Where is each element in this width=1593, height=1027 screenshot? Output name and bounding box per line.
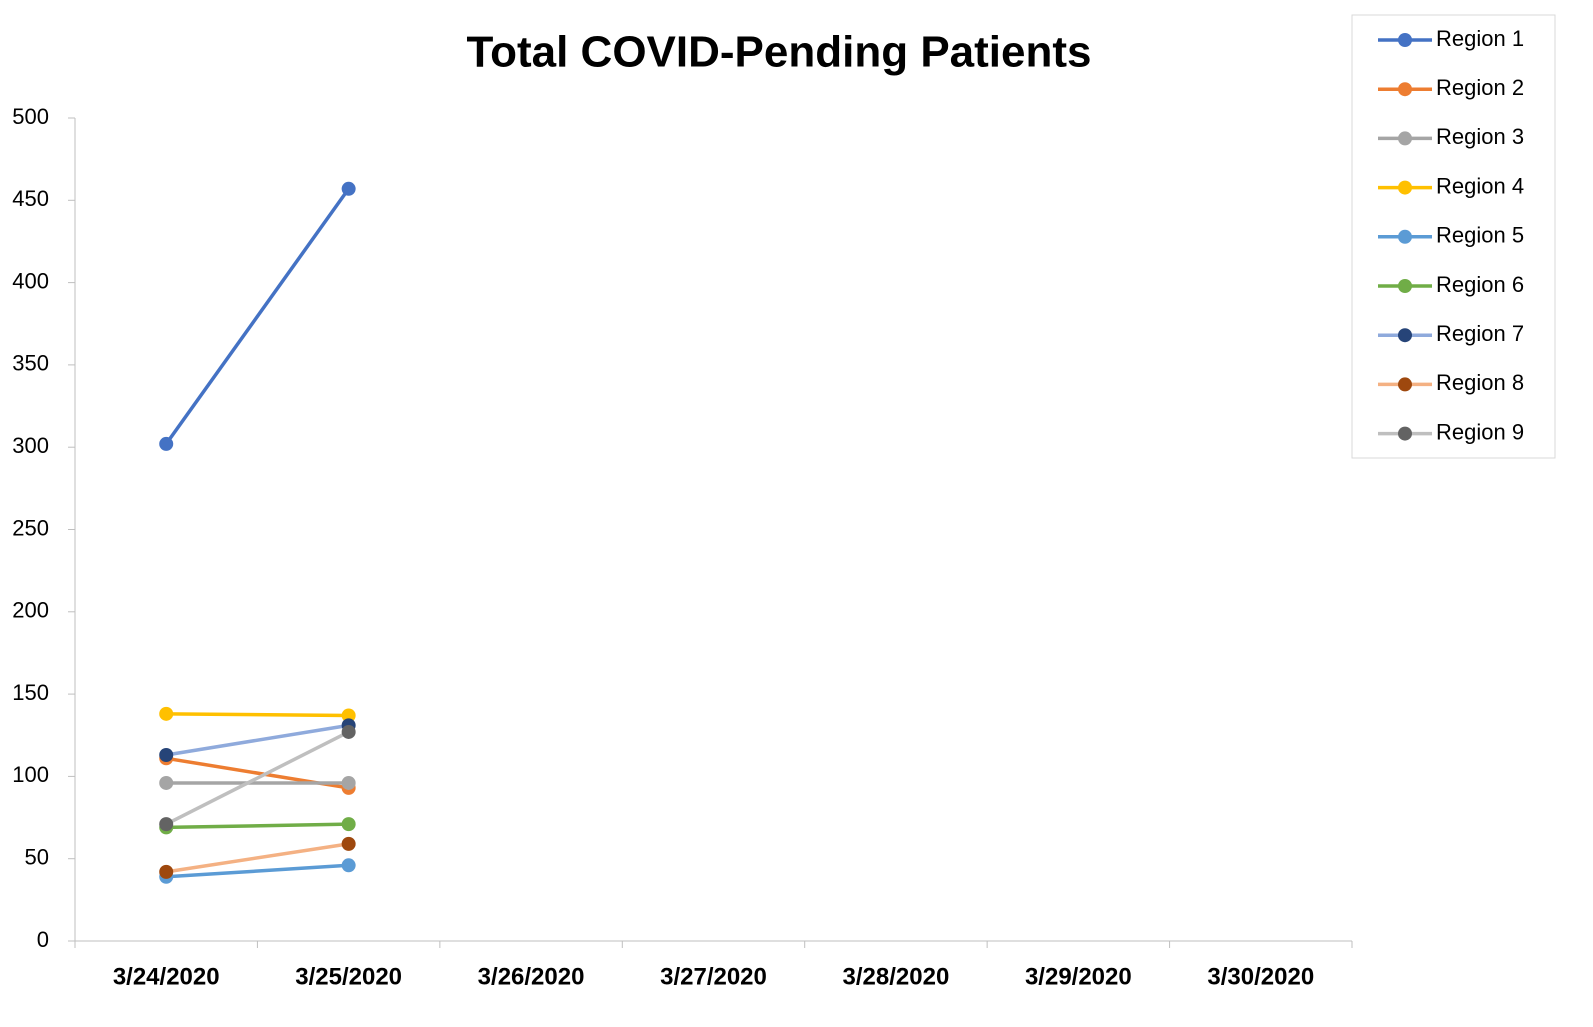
legend-marker	[1398, 82, 1412, 97]
legend-marker	[1398, 426, 1412, 441]
legend-label: Region 4	[1436, 173, 1524, 198]
y-tick-label: 400	[12, 268, 49, 293]
data-point	[341, 817, 356, 832]
legend-label: Region 1	[1436, 26, 1524, 51]
data-point	[341, 836, 356, 851]
legend-label: Region 9	[1436, 419, 1524, 444]
legend-label: Region 8	[1436, 370, 1524, 395]
x-tick-label: 3/30/2020	[1207, 963, 1314, 990]
data-point	[341, 708, 356, 723]
y-tick-label: 250	[12, 515, 49, 540]
series-line	[166, 863, 349, 879]
x-tick-label: 3/24/2020	[113, 963, 220, 990]
x-tick-label: 3/27/2020	[660, 963, 767, 990]
y-tick-label: 150	[12, 680, 49, 705]
data-point	[341, 724, 356, 739]
y-tick-label: 50	[25, 845, 49, 870]
legend-marker	[1398, 377, 1412, 392]
x-tick-label: 3/25/2020	[295, 963, 402, 990]
legend-label: Region 7	[1436, 321, 1524, 346]
y-tick-label: 0	[37, 927, 49, 952]
data-point	[341, 858, 356, 873]
x-tick-label: 3/28/2020	[843, 963, 950, 990]
y-tick-label: 100	[12, 762, 49, 787]
legend-label: Region 5	[1436, 223, 1524, 248]
data-point	[159, 864, 174, 879]
legend-marker	[1398, 33, 1412, 47]
series-line	[165, 723, 349, 757]
legend-label: Region 3	[1436, 124, 1524, 149]
series-line	[164, 187, 351, 445]
data-point	[159, 706, 174, 721]
x-tick-label: 3/26/2020	[478, 963, 585, 990]
series-line	[165, 730, 350, 826]
legend-marker	[1398, 279, 1412, 293]
series-line	[166, 822, 349, 830]
series-line	[165, 842, 349, 874]
data-point	[341, 181, 356, 196]
data-point	[159, 775, 174, 790]
data-point	[341, 775, 356, 790]
legend-marker	[1398, 180, 1412, 195]
y-tick-label: 450	[12, 186, 49, 211]
legend-label: Region 2	[1436, 75, 1524, 100]
y-tick-label: 350	[12, 351, 49, 376]
x-tick-label: 3/29/2020	[1025, 963, 1132, 990]
data-point	[159, 436, 174, 451]
legend-marker	[1398, 229, 1412, 244]
legend-marker	[1398, 328, 1412, 343]
legend-marker	[1398, 131, 1412, 146]
data-point	[159, 748, 174, 763]
chart-title: Total COVID-Pending Patients	[466, 28, 1091, 77]
data-point	[159, 817, 174, 832]
y-tick-label: 300	[12, 433, 49, 458]
legend-label: Region 6	[1436, 272, 1524, 297]
series-line	[166, 712, 349, 718]
y-tick-label: 200	[12, 598, 49, 623]
y-tick-label: 500	[12, 104, 49, 129]
